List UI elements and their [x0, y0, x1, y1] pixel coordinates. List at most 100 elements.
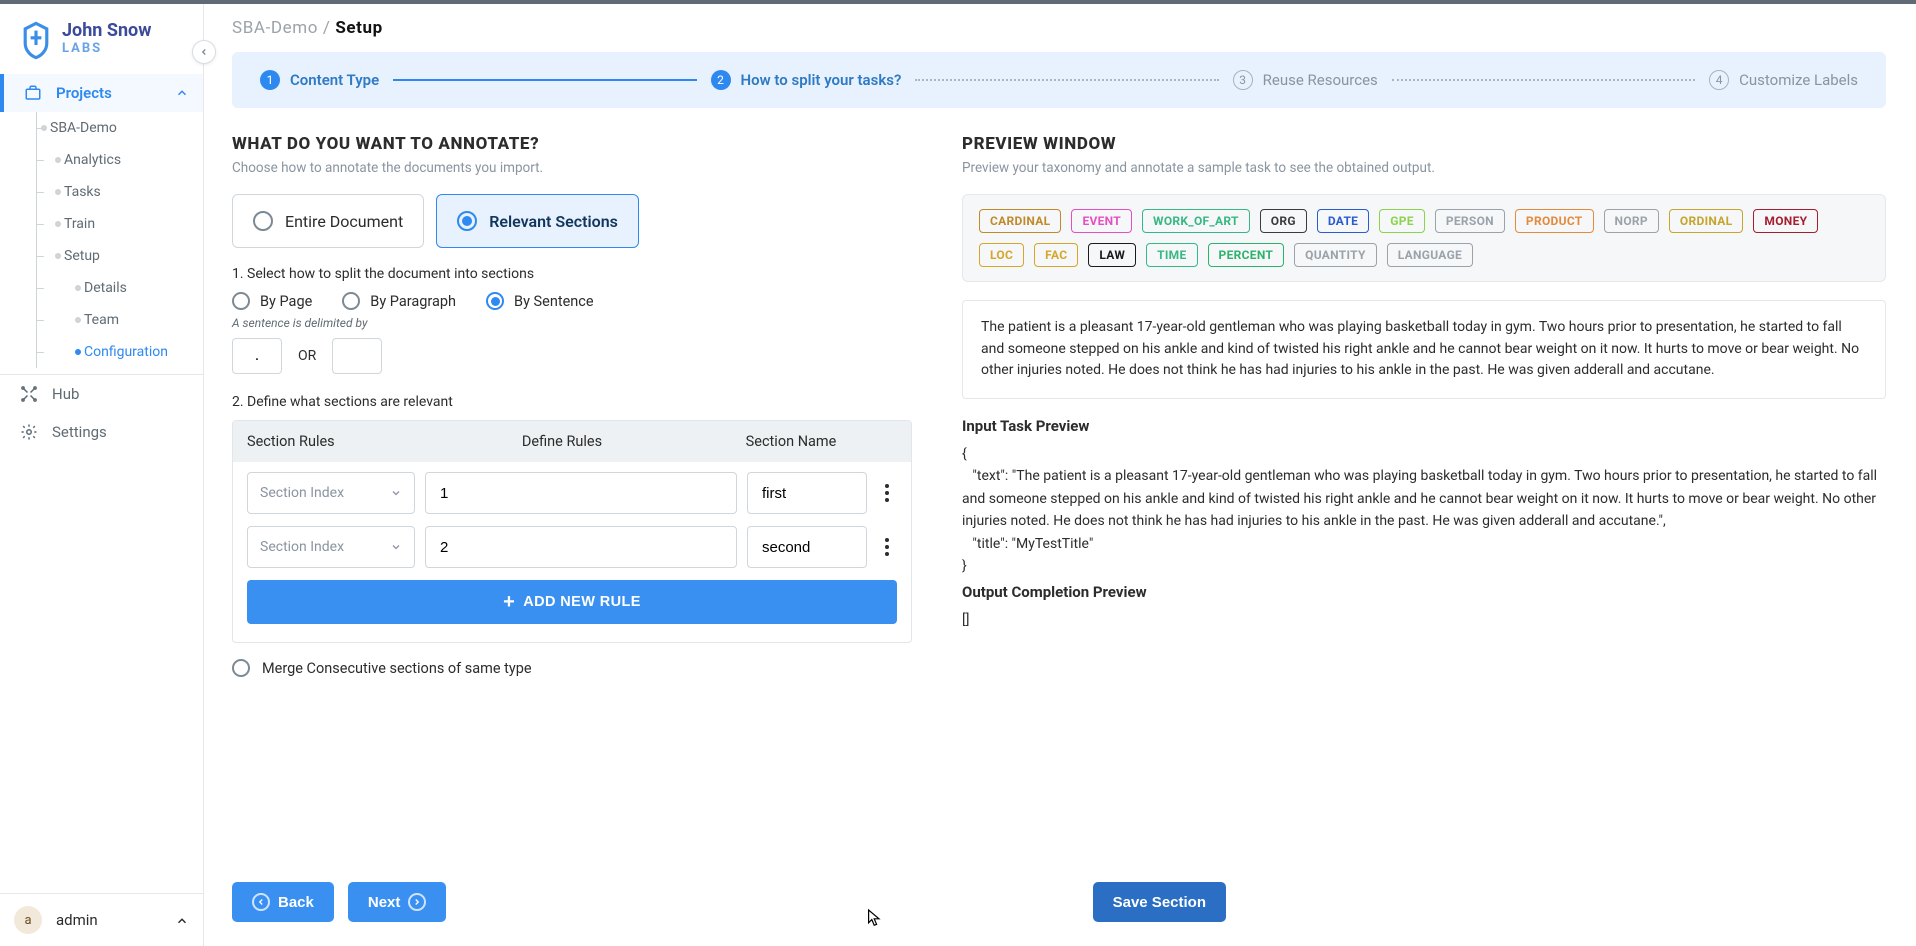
chevron-down-icon [390, 541, 402, 553]
stepper: 1Content Type 2How to split your tasks? … [232, 52, 1886, 108]
nav-project-name[interactable]: SBA-Demo [12, 112, 203, 144]
chevron-up-icon [175, 913, 189, 927]
step-2-label[interactable]: How to split your tasks? [741, 71, 902, 89]
projects-icon [24, 84, 44, 102]
gear-icon [20, 423, 40, 441]
delimiter-input-2[interactable] [332, 338, 382, 374]
label-law[interactable]: LAW [1088, 243, 1136, 267]
label-cardinal[interactable]: CARDINAL [979, 209, 1061, 233]
option-relevant-sections[interactable]: Relevant Sections [436, 194, 639, 248]
delimiter-input-1[interactable] [232, 338, 282, 374]
nav-hub[interactable]: Hub [0, 375, 203, 413]
label-gpe[interactable]: GPE [1379, 209, 1425, 233]
add-rule-button[interactable]: +ADD NEW RULE [247, 580, 897, 624]
step-1-label[interactable]: Content Type [290, 71, 379, 89]
brand-name: John Snow [62, 20, 151, 41]
nav-configuration[interactable]: Configuration [12, 336, 203, 368]
label-time[interactable]: TIME [1146, 243, 1197, 267]
arrow-left-icon [252, 893, 270, 911]
main: SBA-Demo / Setup 1 Content Type 2 How to s… [204, 4, 1916, 946]
plus-icon: + [503, 591, 515, 614]
label-ordinal[interactable]: ORDINAL [1669, 209, 1744, 233]
merge-sections-radio[interactable]: Merge Consecutive sections of same type [232, 659, 912, 677]
collapse-sidebar-button[interactable] [192, 40, 216, 64]
step-3-label[interactable]: Reuse Resources [1263, 71, 1378, 89]
rule-row-1: Section Index [247, 472, 897, 514]
rule-value-input-2[interactable] [425, 526, 737, 568]
hub-icon [20, 385, 40, 403]
rule-row-2: Section Index [247, 526, 897, 568]
radio-by-page[interactable]: By Page [232, 292, 312, 310]
output-preview-json: [] [962, 609, 1886, 631]
user-menu[interactable]: a admin [0, 893, 203, 946]
arrow-right-icon [408, 893, 426, 911]
radio-by-sentence[interactable]: By Sentence [486, 292, 594, 310]
breadcrumb-current: Setup [335, 18, 382, 38]
rule-value-input-1[interactable] [425, 472, 737, 514]
annotate-heading: WHAT DO YOU WANT TO ANNOTATE? [232, 134, 912, 154]
label-fac[interactable]: FAC [1034, 243, 1078, 267]
brand-sub: LABS [62, 41, 151, 56]
brand-logo: John Snow LABS [0, 4, 203, 68]
nav-projects-label: Projects [56, 84, 112, 102]
rule-name-input-2[interactable] [747, 526, 867, 568]
sidebar: John Snow LABS Projects SBA-Demo Analyti… [0, 4, 204, 946]
nav-analytics[interactable]: Analytics [12, 144, 203, 176]
breadcrumb: SBA-Demo / Setup [232, 18, 1886, 38]
nav-settings[interactable]: Settings [0, 413, 203, 451]
rule-type-select-1[interactable]: Section Index [247, 472, 415, 514]
input-preview-json: { "text": "The patient is a pleasant 17-… [962, 443, 1886, 577]
define-step-label: 2. Define what sections are relevant [232, 394, 912, 410]
nav-train[interactable]: Train [12, 208, 203, 240]
step-4-label[interactable]: Customize Labels [1739, 71, 1858, 89]
rule-menu-2[interactable] [877, 538, 897, 556]
step-3-num: 3 [1233, 70, 1253, 90]
label-product[interactable]: PRODUCT [1515, 209, 1594, 233]
step-2-num: 2 [711, 70, 731, 90]
sample-text[interactable]: The patient is a pleasant 17-year-old ge… [962, 300, 1886, 399]
col-define-rules: Define Rules [413, 421, 711, 462]
label-org[interactable]: ORG [1260, 209, 1307, 233]
nav-team[interactable]: Team [12, 304, 203, 336]
chevron-down-icon [390, 487, 402, 499]
user-avatar: a [14, 906, 42, 934]
preview-subtext: Preview your taxonomy and annotate a sam… [962, 160, 1886, 176]
label-person[interactable]: PERSON [1435, 209, 1505, 233]
save-section-button[interactable]: Save Section [1093, 882, 1226, 922]
label-event[interactable]: EVENT [1071, 209, 1132, 233]
user-name: admin [56, 911, 175, 929]
step-4-num: 4 [1709, 70, 1729, 90]
input-preview-title: Input Task Preview [962, 417, 1886, 435]
rule-type-select-2[interactable]: Section Index [247, 526, 415, 568]
label-date[interactable]: DATE [1317, 209, 1369, 233]
label-percent[interactable]: PERCENT [1208, 243, 1285, 267]
or-label: OR [298, 348, 316, 364]
breadcrumb-project[interactable]: SBA-Demo [232, 18, 318, 38]
footer: Back Next Save Section [232, 882, 1886, 922]
nav-setup[interactable]: Setup [12, 240, 203, 272]
label-work_of_art[interactable]: WORK_OF_ART [1142, 209, 1250, 233]
chevron-up-icon [175, 86, 189, 100]
step-1-num: 1 [260, 70, 280, 90]
label-loc[interactable]: LOC [979, 243, 1024, 267]
label-language[interactable]: LANGUAGE [1387, 243, 1473, 267]
brand-icon [18, 18, 54, 58]
label-money[interactable]: MONEY [1753, 209, 1818, 233]
option-entire-document[interactable]: Entire Document [232, 194, 424, 248]
label-quantity[interactable]: QUANTITY [1294, 243, 1377, 267]
delimiter-hint: A sentence is delimited by [232, 316, 912, 330]
nav-tasks[interactable]: Tasks [12, 176, 203, 208]
label-norp[interactable]: NORP [1604, 209, 1659, 233]
nav-projects[interactable]: Projects [0, 74, 203, 112]
nav-details[interactable]: Details [12, 272, 203, 304]
rule-menu-1[interactable] [877, 484, 897, 502]
output-preview-title: Output Completion Preview [962, 583, 1886, 601]
col-section-name: Section Name [711, 421, 871, 462]
back-button[interactable]: Back [232, 882, 334, 922]
col-section-rules: Section Rules [233, 421, 413, 462]
next-button[interactable]: Next [348, 882, 447, 922]
rule-name-input-1[interactable] [747, 472, 867, 514]
radio-by-paragraph[interactable]: By Paragraph [342, 292, 456, 310]
split-step-label: 1. Select how to split the document into… [232, 266, 912, 282]
annotate-subtext: Choose how to annotate the documents you… [232, 160, 912, 176]
